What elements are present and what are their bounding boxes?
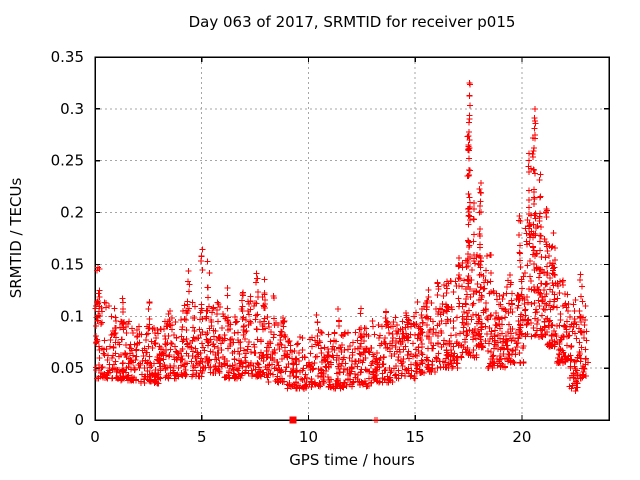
y-tick-label: 0.3 bbox=[60, 100, 84, 118]
scatter-points bbox=[92, 80, 591, 423]
x-tick-label: 10 bbox=[299, 428, 318, 446]
y-tick-label: 0.1 bbox=[60, 307, 84, 325]
y-tick-label: 0.25 bbox=[51, 152, 84, 170]
x-tick-label: 20 bbox=[512, 428, 531, 446]
zero-square-marker bbox=[289, 416, 297, 424]
y-tick-label: 0.05 bbox=[51, 359, 84, 377]
x-tick-label: 15 bbox=[406, 428, 425, 446]
x-tick-label: 5 bbox=[197, 428, 207, 446]
y-tick-label: 0.15 bbox=[51, 255, 84, 273]
y-tick-label: 0.35 bbox=[51, 48, 84, 66]
x-tick-label: 0 bbox=[90, 428, 100, 446]
y-tick-label: 0 bbox=[74, 411, 84, 429]
y-tick-label: 0.2 bbox=[60, 204, 84, 222]
plot-border bbox=[94, 56, 610, 421]
x-axis-label: GPS time / hours bbox=[289, 451, 415, 469]
chart-title: Day 063 of 2017, SRMTID for receiver p01… bbox=[188, 13, 516, 31]
